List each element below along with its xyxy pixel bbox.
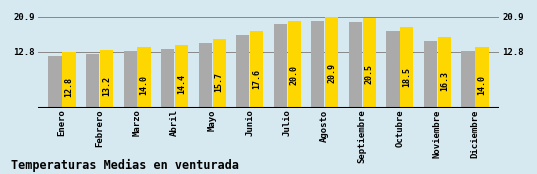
- Bar: [161, 49, 175, 108]
- Text: 12.8: 12.8: [64, 77, 74, 97]
- Bar: [62, 52, 76, 108]
- Bar: [124, 51, 137, 108]
- Text: 15.7: 15.7: [215, 72, 223, 92]
- Text: 16.3: 16.3: [440, 71, 449, 91]
- Bar: [311, 21, 324, 108]
- Bar: [213, 39, 226, 108]
- Text: 14.0: 14.0: [140, 75, 149, 95]
- Bar: [175, 45, 188, 108]
- Bar: [424, 41, 437, 108]
- Bar: [438, 37, 451, 108]
- Bar: [475, 47, 489, 108]
- Bar: [48, 56, 62, 108]
- Bar: [461, 51, 475, 108]
- Text: 20.0: 20.0: [290, 65, 299, 85]
- Bar: [250, 31, 263, 108]
- Text: Temperaturas Medias en venturada: Temperaturas Medias en venturada: [11, 159, 239, 172]
- Bar: [236, 35, 249, 108]
- Text: 20.9: 20.9: [327, 63, 336, 83]
- Bar: [288, 21, 301, 108]
- Text: 14.0: 14.0: [477, 75, 487, 95]
- Bar: [137, 47, 150, 108]
- Bar: [274, 24, 287, 108]
- Bar: [86, 54, 99, 108]
- Text: 14.4: 14.4: [177, 74, 186, 94]
- Text: 13.2: 13.2: [102, 76, 111, 96]
- Bar: [100, 50, 113, 108]
- Bar: [325, 17, 338, 108]
- Bar: [362, 18, 376, 108]
- Bar: [400, 27, 413, 108]
- Text: 18.5: 18.5: [402, 67, 411, 87]
- Bar: [387, 31, 400, 108]
- Bar: [199, 43, 212, 108]
- Text: 17.6: 17.6: [252, 69, 261, 89]
- Bar: [349, 22, 362, 108]
- Text: 20.5: 20.5: [365, 64, 374, 84]
